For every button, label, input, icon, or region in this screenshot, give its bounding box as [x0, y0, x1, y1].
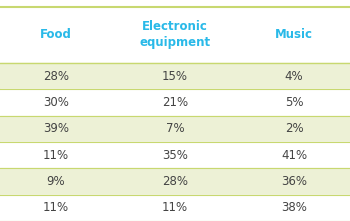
Text: 41%: 41%	[281, 149, 307, 162]
Text: 11%: 11%	[43, 201, 69, 214]
Text: 11%: 11%	[162, 201, 188, 214]
Text: 15%: 15%	[162, 70, 188, 83]
Bar	[0, 89, 350, 116]
Text: 39%: 39%	[43, 122, 69, 135]
Bar	[0, 63, 350, 89]
Text: Electronic
equipment: Electronic equipment	[139, 20, 211, 49]
Bar	[0, 142, 350, 168]
Text: Food: Food	[40, 28, 72, 41]
Text: 7%: 7%	[166, 122, 184, 135]
Text: 36%: 36%	[281, 175, 307, 188]
Text: 4%: 4%	[285, 70, 303, 83]
Text: 2%: 2%	[285, 122, 303, 135]
Bar	[0, 195, 350, 221]
Text: 30%: 30%	[43, 96, 69, 109]
Bar	[0, 7, 350, 63]
Text: 28%: 28%	[43, 70, 69, 83]
Bar	[0, 168, 350, 195]
Text: 38%: 38%	[281, 201, 307, 214]
Text: 11%: 11%	[43, 149, 69, 162]
Text: Music: Music	[275, 28, 313, 41]
Text: 21%: 21%	[162, 96, 188, 109]
Text: 5%: 5%	[285, 96, 303, 109]
Text: 35%: 35%	[162, 149, 188, 162]
Bar	[0, 116, 350, 142]
Text: 9%: 9%	[47, 175, 65, 188]
Text: 28%: 28%	[162, 175, 188, 188]
